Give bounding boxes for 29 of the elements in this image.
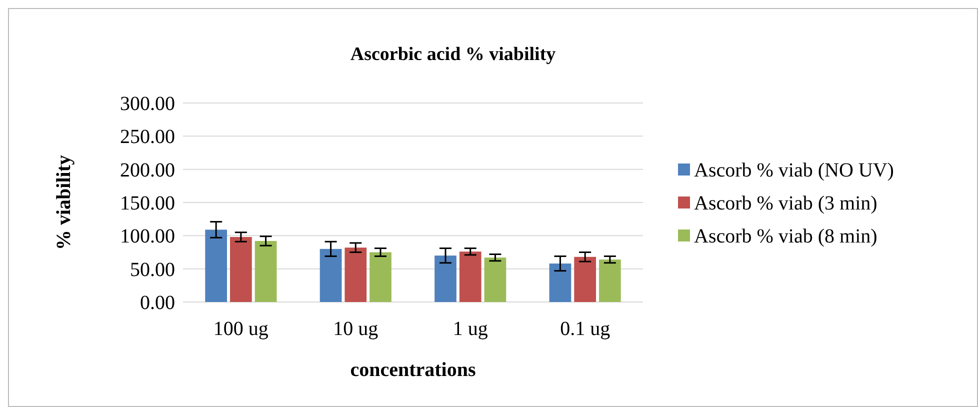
bar: [434, 256, 456, 302]
bar: [598, 260, 621, 302]
bar: [459, 252, 482, 302]
bar: [484, 258, 506, 302]
bar: [254, 240, 277, 302]
bar: [320, 248, 342, 302]
x-tick-label: 1 ug: [452, 318, 488, 340]
bar: [370, 252, 392, 302]
bar: [574, 256, 596, 302]
y-tick-label: 50.00: [130, 258, 175, 281]
y-tick-label: 0.00: [140, 292, 175, 314]
bar: [205, 230, 228, 302]
legend-label: Ascorb % viab (3 min): [694, 192, 878, 214]
legend-label: Ascorb % viab (NO UV): [694, 160, 894, 182]
y-tick-label: 250.00: [120, 126, 175, 148]
chart-title: Ascorbic acid % viability: [350, 44, 556, 65]
bar: [230, 236, 252, 302]
x-axis-title: concentrations: [350, 359, 476, 381]
y-tick-label: 150.00: [120, 192, 175, 214]
x-tick-label: 0.1 ug: [560, 318, 610, 340]
x-tick-label: 100 ug: [213, 318, 268, 340]
y-axis-title: % viability: [53, 154, 75, 250]
y-tick-label: 100.00: [120, 226, 175, 248]
bar: [344, 248, 367, 302]
y-tick-label: 200.00: [120, 159, 175, 182]
y-tick-label: 300.00: [120, 93, 175, 115]
legend-label: Ascorb % viab (8 min): [694, 226, 878, 248]
x-tick-label: 10 ug: [333, 318, 378, 340]
bar: [549, 264, 572, 302]
